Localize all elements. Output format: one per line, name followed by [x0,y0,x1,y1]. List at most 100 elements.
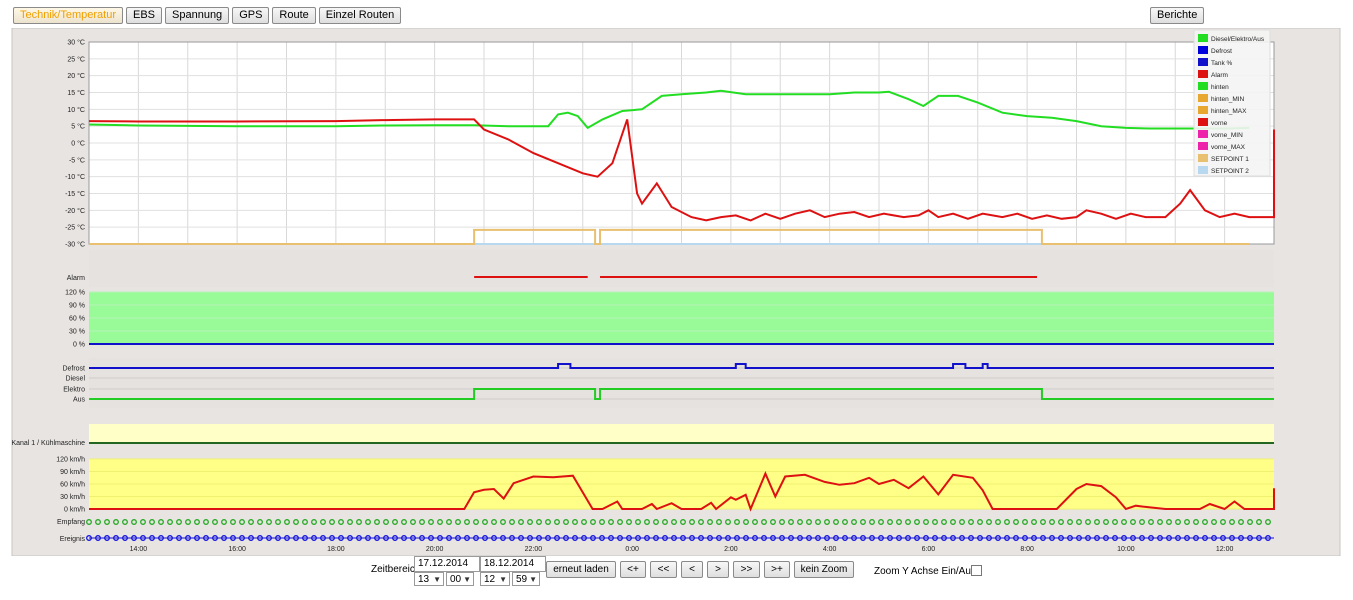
empfang-marker [914,519,920,525]
status-label: Aus [73,397,86,404]
empfang-marker [527,519,533,525]
kanal-label: Kanal 1 / Kühlmaschine [11,440,85,447]
empfang-marker [1265,519,1271,525]
x-tick-label: 12:00 [1216,546,1234,553]
tank-tick-label: 120 % [65,290,85,297]
tab-route[interactable]: Route [272,7,316,24]
empfang-marker [248,519,254,525]
berichte-button[interactable]: Berichte [1150,7,1205,24]
technik-chart[interactable]: 30 °C 25 °C 20 °C 15 °C 10 °C 5 °C 0 °C -5 °C -1… [0,28,1353,556]
empfang-marker [455,519,461,525]
empfang-marker [824,519,830,525]
from-minute-select[interactable]: 00 ▼ [446,572,474,586]
legend-swatch [1198,154,1208,162]
empfang-marker [329,519,335,525]
empfang-marker [725,519,731,525]
date-from-input[interactable]: 17.12.2014 [414,556,480,572]
tab-ebs[interactable]: EBS [126,7,163,24]
empfang-marker [149,519,155,525]
temperature-tick-label: 0 °C [71,140,85,148]
empfang-marker [1139,519,1145,525]
shift-back-plus-button[interactable]: <+ [620,561,646,578]
empfang-marker [815,519,821,525]
tab-bar: Technik/Temperatur EBS Spannung GPS Rout… [13,7,402,24]
legend-swatch [1198,118,1208,126]
empfang-marker [563,519,569,525]
empfang-marker [482,519,488,525]
shift-forward-plus-button[interactable]: >+ [764,561,790,578]
empfang-marker [1220,519,1226,525]
empfang-marker [626,519,632,525]
kanal-panel [89,424,1274,444]
status-label: Elektro [63,387,85,394]
legend-swatch [1198,34,1208,42]
empfang-marker [779,519,785,525]
tank-tick-label: 30 % [69,329,85,336]
empfang-marker [356,519,362,525]
empfang-marker [860,519,866,525]
back-button[interactable]: < [681,561,703,578]
empfang-marker [896,519,902,525]
empfang-marker [716,519,722,525]
empfang-marker [1166,519,1172,525]
tab-gps[interactable]: GPS [232,7,270,24]
empfang-marker [473,519,479,525]
empfang-marker [887,519,893,525]
forward-button[interactable]: > [707,561,729,578]
fast-forward-button[interactable]: >> [733,561,760,578]
temperature-tick-label: -25 °C [65,224,85,232]
empfang-marker [806,519,812,525]
empfang-marker [869,519,875,525]
empfang-marker [158,519,164,525]
empfang-marker [734,519,740,525]
empfang-marker [950,519,956,525]
empfang-marker [617,519,623,525]
tab-technik-temperatur[interactable]: Technik/Temperatur [13,7,123,24]
empfang-marker [1094,519,1100,525]
empfang-marker [392,519,398,525]
x-tick-label: 18:00 [327,546,345,553]
to-minute-select[interactable]: 59 ▼ [512,572,540,586]
tab-einzel-routen[interactable]: Einzel Routen [318,7,402,24]
temperature-tick-label: -15 °C [65,190,85,198]
empfang-marker [833,519,839,525]
temperature-tick-label: 25 °C [67,55,85,63]
to-hour-select[interactable]: 12 ▼ [480,572,510,586]
tab-spannung[interactable]: Spannung [165,7,230,24]
zoom-y-label: Zoom Y Achse Ein/Aus [874,566,976,577]
chevron-down-icon: ▼ [499,575,507,584]
empfang-marker [662,519,668,525]
empfang-marker [932,519,938,525]
tank-tick-label: 60 % [69,316,85,323]
empfang-marker [401,519,407,525]
empfang-marker [671,519,677,525]
date-to-input[interactable]: 18.12.2014 [480,556,546,572]
legend-entry: hinten_MAX [1211,108,1247,115]
alarm-panel [89,250,1274,287]
empfang-marker [1238,519,1244,525]
empfang-marker [446,519,452,525]
temperature-tick-label: 30 °C [67,39,85,47]
reload-button[interactable]: erneut laden [546,561,616,578]
fast-back-button[interactable]: << [650,561,677,578]
status-label: Defrost [62,366,85,373]
empfang-marker [590,519,596,525]
empfang-marker [851,519,857,525]
vorne-line [88,118,1275,222]
empfang-marker [293,519,299,525]
kein-zoom-button[interactable]: kein Zoom [794,561,854,578]
x-tick-label: 2:00 [724,546,738,553]
empfang-marker [752,519,758,525]
empfang-marker [743,519,749,525]
zoom-y-checkbox[interactable] [971,565,982,576]
status-panel [89,358,1274,408]
legend-box [1193,29,1271,177]
empfang-marker [689,519,695,525]
empfang-marker [212,519,218,525]
speed-tick-label: 0 km/h [64,507,85,514]
x-tick-label: 0:00 [625,546,639,553]
empfang-marker [338,519,344,525]
from-hour-select[interactable]: 13 ▼ [414,572,444,586]
empfang-marker [86,519,92,525]
empfang-marker [1040,519,1046,525]
